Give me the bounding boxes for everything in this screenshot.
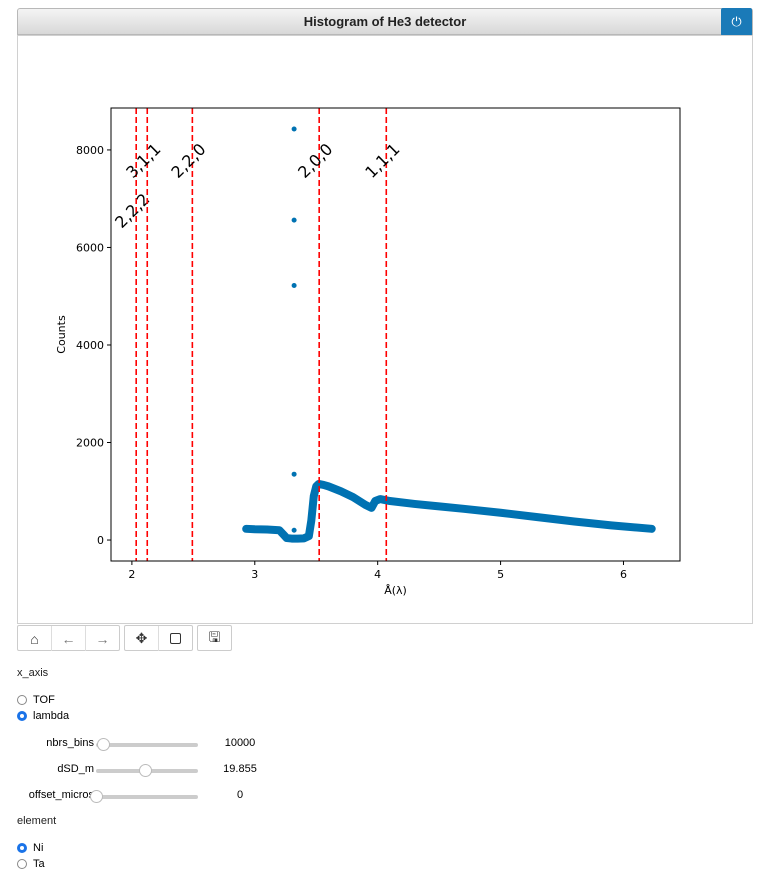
peak-label: 2,0,0 <box>294 140 336 182</box>
slider-handle[interactable] <box>138 764 152 777</box>
power-icon: ⏻ <box>731 14 742 29</box>
y-tick-label: 0 <box>97 534 104 547</box>
figure-canvas[interactable]: 2,2,2 3,1,1 2,2,0 2,0,0 1,1,1 2 3 4 5 6 0 2000 4000 6… <box>17 35 753 624</box>
element-label: element <box>17 815 57 827</box>
slider-nbrs-bins: nbrs_bins 10000 <box>0 736 300 752</box>
radio-label: Ta <box>33 858 45 870</box>
save-icon: 🖫 <box>208 628 221 645</box>
slider-track[interactable] <box>90 790 198 803</box>
figure-title: Histogram of He3 detector <box>303 14 467 29</box>
peak-label: 1,1,1 <box>361 140 403 182</box>
data-point <box>291 217 297 223</box>
move-icon: ✥ <box>135 630 148 646</box>
forward-button[interactable]: → <box>86 626 119 651</box>
radio-label: lambda <box>33 710 70 722</box>
slider-value[interactable]: 10000 <box>224 737 256 749</box>
data-series <box>242 479 656 543</box>
plot-frame <box>110 107 681 562</box>
back-button[interactable]: ← <box>52 626 86 651</box>
x-tick-label: 3 <box>251 568 258 581</box>
y-tick-label: 4000 <box>76 339 104 352</box>
radio-circle[interactable] <box>17 843 27 853</box>
data-point <box>291 126 297 132</box>
y-tick-label: 2000 <box>76 437 104 450</box>
home-button[interactable]: ⌂ <box>18 626 52 651</box>
slider-offset-micros: offset_micros 0 <box>0 788 300 804</box>
slider-value[interactable]: 0 <box>236 789 244 801</box>
slider-label: nbrs_bins <box>46 737 94 749</box>
slider-value[interactable]: 19.855 <box>223 763 257 775</box>
arrow-left-icon: ← <box>61 630 76 647</box>
slider-label: offset_micros <box>28 789 94 801</box>
data-point <box>291 527 297 533</box>
peak-label: 3,1,1 <box>122 140 164 182</box>
x-axis-label: x_axis <box>17 667 49 679</box>
y-tick-label: 6000 <box>76 241 104 254</box>
radio-circle[interactable] <box>17 859 27 869</box>
slider-track[interactable] <box>96 738 198 751</box>
plot-toolbar: ⌂ ← → ✥ 🖫 <box>17 625 232 651</box>
slider-dsd-m: dSD_m 19.855 <box>0 762 300 778</box>
slider-label: dSD_m <box>57 763 94 775</box>
arrow-right-icon: → <box>95 630 110 647</box>
save-button[interactable]: 🖫 <box>198 626 231 651</box>
histogram-chart: 2,2,23,1,1 2,2,0 2,0,0 1,1,12 3 4 5 60200040006… <box>55 107 681 597</box>
radio-label: Ni <box>33 842 44 854</box>
x-tick-label: 4 <box>374 568 381 581</box>
y-axis-title: Counts <box>55 315 68 354</box>
data-point <box>291 282 297 288</box>
peak-label: 2,2,0 <box>167 140 209 182</box>
slider-track[interactable] <box>96 764 198 777</box>
home-icon: ⌂ <box>30 630 39 647</box>
zoom-rect-button[interactable] <box>159 626 192 651</box>
radio-circle[interactable] <box>17 711 27 721</box>
figure-header: Histogram of He3 detector ⏻ <box>17 8 753 36</box>
x-tick-label: 2 <box>128 568 135 581</box>
radio-tof[interactable]: TOF <box>17 694 55 706</box>
x-axis-title: Å(λ) <box>384 584 407 597</box>
square-icon <box>170 633 181 644</box>
slider-handle[interactable] <box>90 790 103 803</box>
radio-lambda[interactable]: lambda <box>17 710 69 722</box>
y-tick-label: 8000 <box>76 144 104 157</box>
radio-circle[interactable] <box>17 695 27 705</box>
radio-label: TOF <box>33 694 55 706</box>
close-figure-button[interactable]: ⏻ <box>721 8 752 36</box>
radio-ta[interactable]: Ta <box>17 858 45 870</box>
data-point <box>291 471 297 477</box>
radio-ni[interactable]: Ni <box>17 842 43 854</box>
slider-handle[interactable] <box>97 738 111 751</box>
x-tick-label: 6 <box>620 568 627 581</box>
x-tick-label: 5 <box>497 568 504 581</box>
pan-button[interactable]: ✥ <box>125 626 159 651</box>
